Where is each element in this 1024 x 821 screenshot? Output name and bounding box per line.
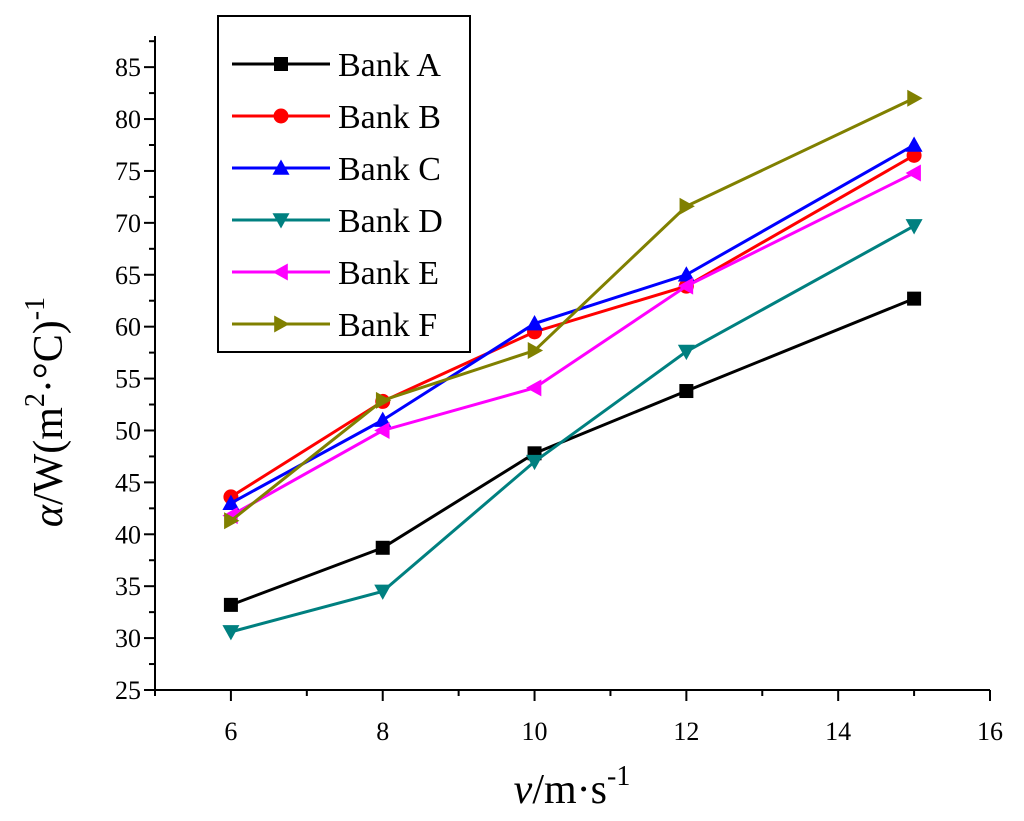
x-tick-label: 6 (224, 717, 237, 746)
y-tick-label: 35 (115, 572, 141, 601)
y-tick-label: 80 (115, 105, 141, 134)
y-tick-label: 30 (115, 624, 141, 653)
legend-label: Bank B (338, 99, 441, 136)
data-point (527, 342, 544, 360)
legend-item: Bank A (232, 47, 441, 84)
legend-label: Bank C (338, 151, 441, 188)
legend-label: Bank D (338, 203, 443, 240)
x-ticks: 6 8 10 12 14 16 (154, 690, 1003, 746)
y-tick-label: 45 (115, 468, 141, 497)
data-point (905, 136, 923, 152)
data-point (905, 164, 921, 182)
data-point (905, 219, 923, 235)
y-tick-label: 65 (115, 261, 141, 290)
y-ticks: 25 30 35 40 45 50 55 60 65 70 75 80 85 (115, 40, 155, 705)
legend-label: Bank A (338, 47, 441, 84)
data-point (222, 494, 240, 510)
legend-item: Bank F (232, 307, 437, 344)
legend-marker (274, 57, 288, 71)
legend-item: Bank D (232, 203, 443, 240)
legend-box (217, 15, 471, 353)
y-tick-label: 60 (115, 313, 141, 342)
data-point (375, 540, 390, 555)
data-point (677, 277, 694, 295)
data-point (374, 421, 390, 439)
series-group (222, 89, 923, 641)
data-point (907, 89, 923, 107)
x-tick-label: 12 (673, 717, 699, 746)
x-tick-label: 14 (825, 717, 851, 746)
data-point (526, 379, 542, 397)
data-point (374, 584, 392, 600)
series-bank-d (222, 219, 923, 641)
data-point (375, 391, 392, 409)
x-axis-title: v/m·s-1 (514, 761, 631, 813)
data-point (223, 597, 238, 612)
series-bank-f (224, 89, 923, 530)
legend-marker (273, 108, 289, 124)
x-tick-label: 8 (376, 717, 389, 746)
legend-label: Bank E (338, 255, 439, 292)
y-tick-label: 25 (115, 676, 141, 705)
data-point (679, 384, 694, 399)
data-point (526, 454, 544, 471)
x-tick-label: 16 (977, 717, 1003, 746)
legend-marker (272, 159, 290, 175)
series-bank-c (222, 136, 923, 510)
legend-marker (274, 315, 290, 333)
y-tick-label: 70 (115, 209, 141, 238)
data-point (907, 291, 922, 306)
x-tick-label: 10 (522, 717, 548, 746)
data-point (526, 315, 544, 331)
data-point (222, 625, 240, 641)
y-tick-label: 85 (115, 53, 141, 82)
legend-item: Bank C (232, 151, 441, 188)
legend-item: Bank B (232, 99, 441, 136)
data-point (679, 197, 695, 215)
data-point (677, 266, 695, 282)
y-axis-title: α/W(m2·°C)-1 (20, 297, 72, 527)
y-tick-label: 40 (115, 520, 141, 549)
legend-label: Bank F (338, 307, 437, 344)
legend: Bank A Bank B Bank C Bank D Bank E Bank F (217, 15, 471, 353)
legend-item: Bank E (232, 255, 439, 292)
y-tick-label: 75 (115, 157, 141, 186)
data-point (677, 344, 695, 361)
data-point (374, 411, 392, 427)
y-tick-label: 55 (115, 365, 141, 394)
y-tick-label: 50 (115, 416, 141, 445)
legend-marker (272, 213, 290, 229)
legend-marker (272, 263, 288, 281)
data-point (224, 512, 240, 530)
